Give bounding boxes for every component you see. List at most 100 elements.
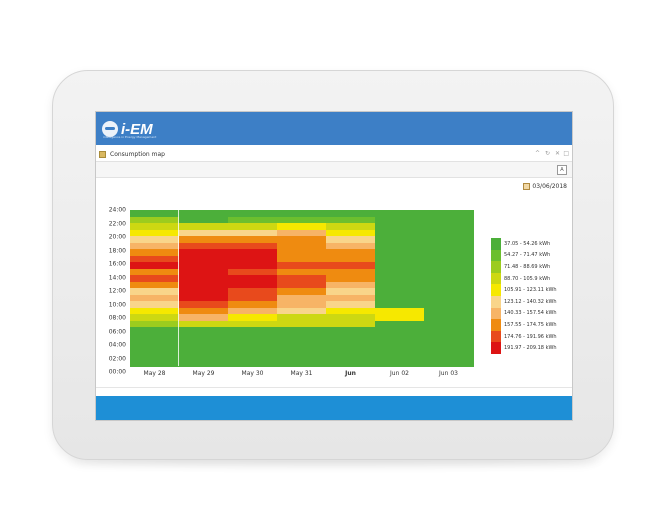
legend-item: 191.97 - 209.18 kWh [491,342,571,354]
top-header-bar: i-EM intelligence in Energy Management [96,112,572,145]
legend-swatch [491,261,501,273]
heatmap-cell [326,307,376,315]
heatmap-cell [228,242,278,250]
horizontal-scrollbar[interactable] [96,387,572,393]
heatmap-cell [424,353,474,360]
legend-label: 191.97 - 209.18 kWh [504,345,557,352]
heatmap-cell [424,255,474,263]
heatmap-cell [326,210,376,217]
heatmap-cell [277,307,327,315]
legend-swatch [491,307,501,320]
heatmap-cell [424,268,474,276]
heatmap-cell [375,216,425,224]
y-tick-label: 18:00 [108,247,126,254]
app-logo[interactable]: i-EM [102,118,153,140]
heatmap-cell [130,359,180,367]
heatmap-cell [424,275,474,282]
heatmap-cell [424,236,474,243]
heatmap-cell [130,229,180,237]
heatmap-cell [375,223,425,230]
heatmap-cell [424,327,474,334]
y-tick-label: 02:00 [108,355,126,362]
calendar-icon[interactable] [523,183,531,190]
heatmap-cell [277,346,327,354]
legend-swatch [491,319,501,331]
heatmap-cell [326,249,376,256]
y-axis-labels: 24:00 22:00 20:00 18:00 16:00 14:00 12:00 10:00… [104,206,126,376]
heatmap-cell [424,294,474,302]
collapse-icon[interactable]: ^ [534,150,540,157]
heatmap-cell [130,262,180,269]
y-tick-label: 04:00 [108,341,126,349]
legend-item: 71.48 - 88.69 kWh [491,261,571,273]
heatmap-cell [228,301,278,308]
heatmap-cell [277,216,327,224]
toolbar-button[interactable]: A [557,165,567,175]
legend-item: 88.70 - 105.9 kWh [491,272,571,285]
heatmap-cell [179,314,229,321]
heatmap-cell [424,333,474,341]
heatmap-cell [228,262,278,269]
heatmap-cell [326,294,376,302]
date-picker[interactable]: 03/06/2018 [523,183,567,190]
heatmap-cell [179,268,229,276]
heatmap-cell [277,229,327,237]
legend-label: 105.91 - 123.11 kWh [504,287,557,294]
date-value: 03/06/2018 [532,183,567,190]
legend-label: 140.33 - 157.54 kWh [504,310,557,317]
heatmap-cell [228,320,278,328]
heatmap-cell [424,340,474,347]
heatmap-cell [179,249,229,256]
legend-label: 54.27 - 71.47 kWh [504,252,551,259]
heatmap-cell [375,255,425,263]
y-tick-label: 06:00 [108,328,126,335]
close-icon[interactable]: ✕ [554,150,560,157]
heatmap-cell [424,210,474,217]
heatmap-cell [277,301,327,308]
heatmap-cell [326,275,376,282]
heatmap-cell [179,255,229,263]
panel-title: Consumption map [110,151,165,158]
legend-swatch [491,238,501,250]
heatmap-cell [326,288,376,295]
heatmap-cell [277,236,327,243]
heatmap-cell [130,294,180,302]
heatmap-cell [277,288,327,295]
refresh-icon[interactable]: ↻ [544,150,550,157]
legend-item: 54.27 - 71.47 kWh [491,249,571,262]
heatmap-cell [228,281,278,289]
heatmap-cell [179,346,229,354]
heatmap-cell [130,249,180,256]
legend-label: 88.70 - 105.9 kWh [504,275,551,282]
heatmap-cell [228,223,278,230]
heatmap-cell [130,216,180,224]
heatmap-cell [179,236,229,243]
heatmap-cell [130,210,180,217]
heatmap-cell [228,353,278,360]
heatmap-cell [179,242,229,250]
x-tick-label: Jun [345,370,356,377]
heatmap-cell [277,281,327,289]
heatmap-cell [277,359,327,367]
legend-label: 37.05 - 54.26 kWh [504,240,551,247]
y-tick-label: 12:00 [108,287,126,295]
heatmap-cell [326,223,376,230]
heatmap-cell [277,314,327,321]
heatmap-cell [326,229,376,237]
y-tick-label: 16:00 [108,260,126,268]
heatmap-cell [424,262,474,269]
heatmap-cell [179,281,229,289]
heatmap-cell [179,275,229,282]
legend-swatch [491,284,501,296]
heatmap-cell [424,281,474,289]
heatmap-cell [130,255,180,263]
x-axis-labels: May 28 May 29 May 30 May 31 Jun Jun 02 Jun 03 [130,370,473,380]
heatmap-cell [179,262,229,269]
heatmap-cell [326,340,376,347]
heatmap-cell [375,353,425,360]
app-screen: i-EM intelligence in Energy Management C… [95,111,573,421]
heatmap-cell [179,359,229,367]
heatmap-cell [326,242,376,250]
legend-swatch [491,272,501,285]
maximize-icon[interactable]: □ [563,150,569,157]
